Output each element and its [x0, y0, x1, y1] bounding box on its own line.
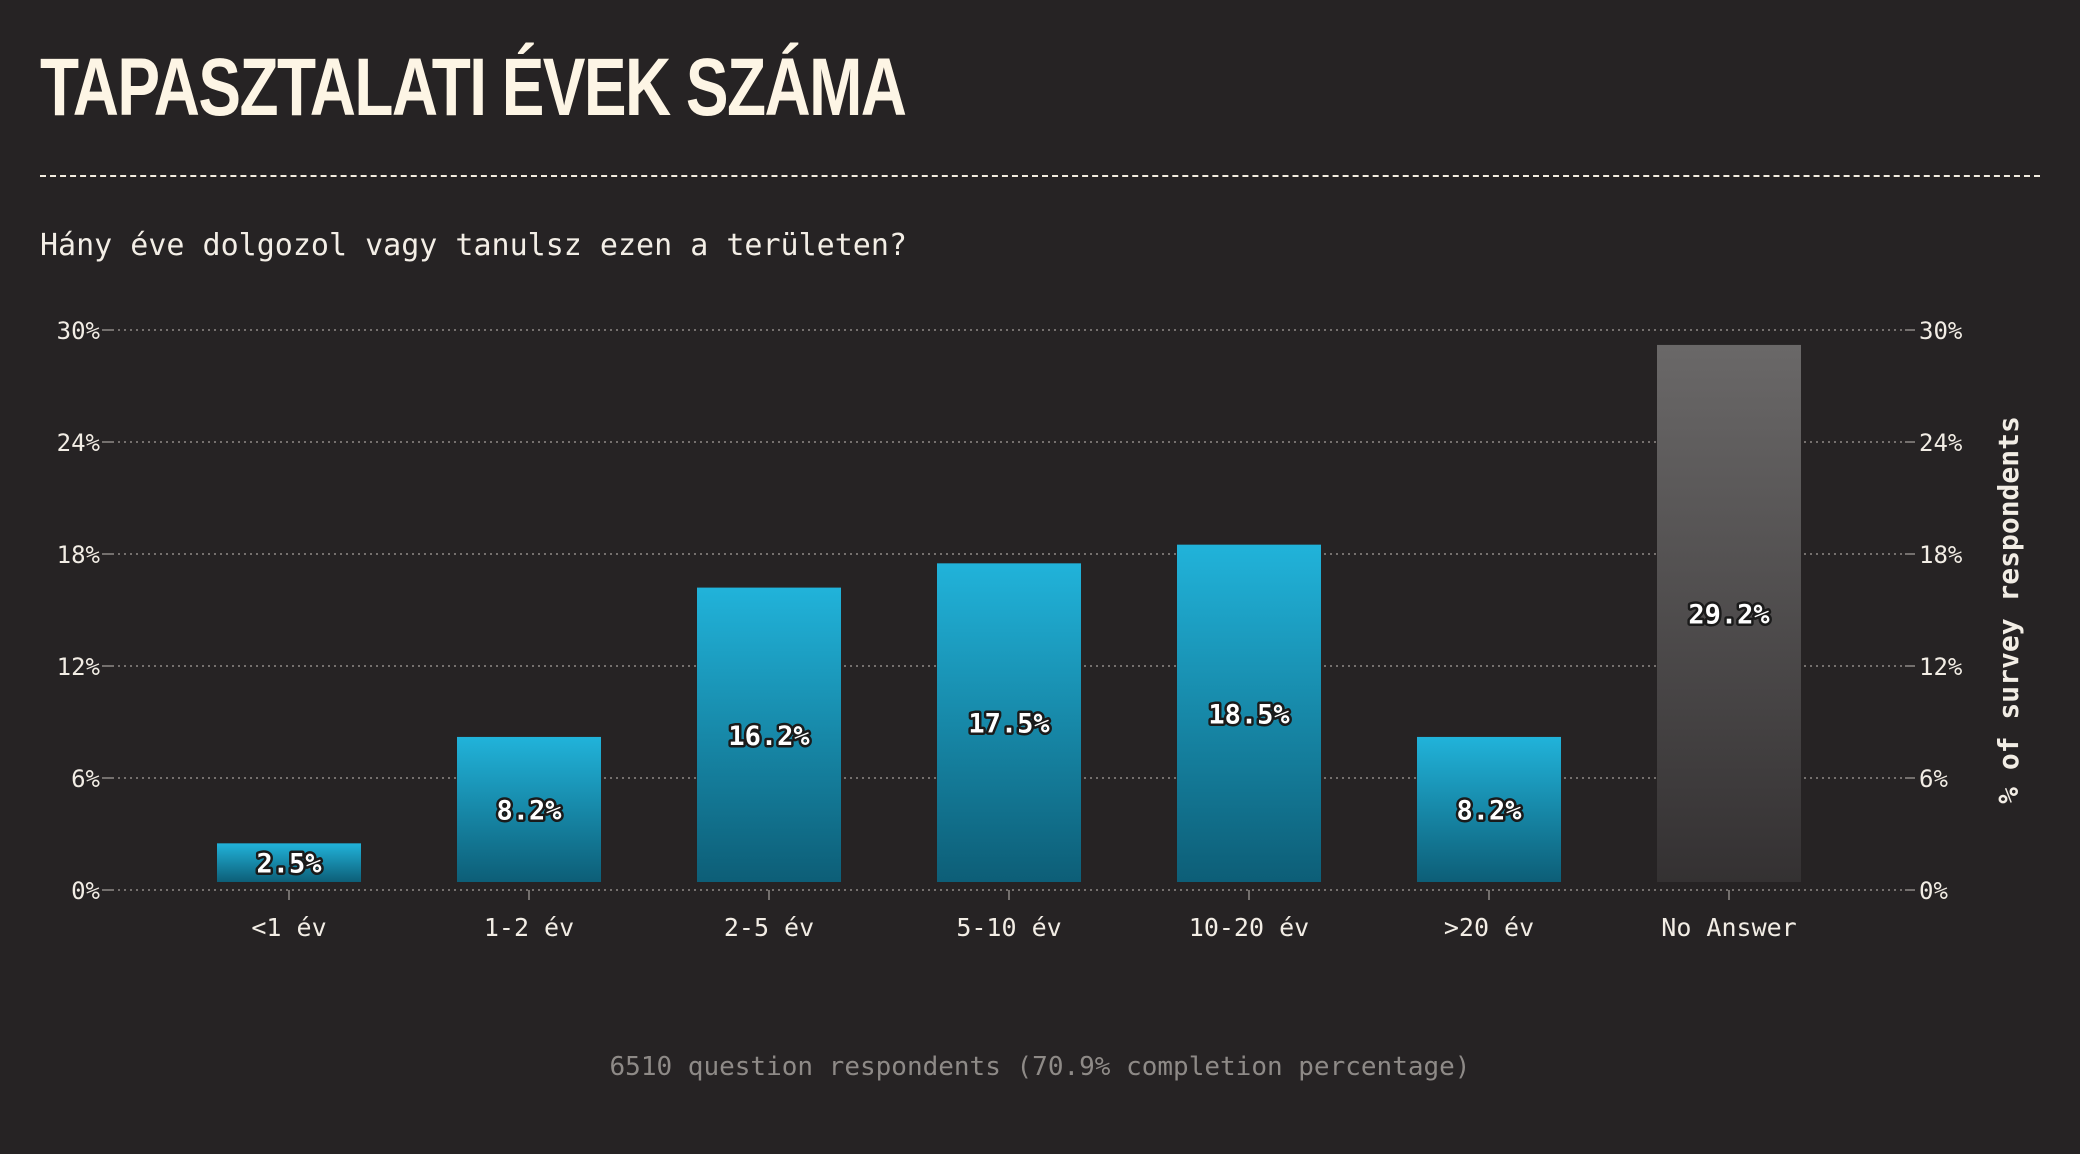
page-title: TAPASZTALATI ÉVEK SZÁMA — [40, 42, 907, 133]
y-tick-label-right: 12% — [1919, 653, 1963, 681]
y-tick-label-right: 30% — [1919, 317, 1963, 345]
bar — [457, 736, 601, 882]
title-divider — [40, 175, 2040, 177]
x-tick-label: 5-10 év — [956, 913, 1061, 942]
bar-value-label: 8.2% — [496, 795, 562, 826]
y-tick-label-left: 18% — [57, 541, 101, 569]
footer-note: 6510 question respondents (70.9% complet… — [609, 1052, 1471, 1082]
y-tick-label-left: 24% — [57, 429, 101, 457]
bar — [697, 587, 841, 882]
x-tick-label: 10-20 év — [1189, 913, 1309, 942]
x-tick-label: <1 év — [251, 913, 326, 942]
value-labels: 2.5% 8.2% 16.2% 17.5% 18.5% 8.2% 29.2% — [254, 597, 1773, 882]
axes: 0% 0% 6% 6% 12% 12% 18% 18% 24% 24% 30% 30% <1 év 1-2… — [57, 317, 1963, 942]
bar-value-label: 2.5% — [256, 849, 322, 880]
y-tick-label-right: 6% — [1919, 765, 1948, 793]
bar-value-label: 8.2% — [1456, 795, 1522, 826]
y-tick-label-right: 24% — [1919, 429, 1963, 457]
x-tick-label: 1-2 év — [484, 913, 574, 942]
bar — [1417, 736, 1561, 882]
bar — [217, 843, 361, 882]
y-tick-label-left: 12% — [57, 653, 101, 681]
x-tick-label: No Answer — [1661, 913, 1796, 942]
y-tick-label-left: 30% — [57, 317, 101, 345]
y-tick-label-left: 0% — [71, 877, 100, 905]
bar-value-label: 18.5% — [1208, 699, 1290, 730]
bars — [217, 344, 1801, 882]
y-tick-label-right: 18% — [1919, 541, 1963, 569]
bar — [937, 563, 1081, 882]
bar-value-label: 17.5% — [968, 709, 1050, 740]
y-axis-title-right: % of survey respondents — [1992, 416, 2025, 804]
bar-no-answer — [1657, 344, 1801, 882]
bar — [1177, 544, 1321, 882]
gridlines — [112, 329, 1905, 891]
x-tick-label: >20 év — [1444, 913, 1534, 942]
y-tick-label-left: 6% — [71, 765, 100, 793]
question-subtitle: Hány éve dolgozol vagy tanulsz ezen a te… — [40, 228, 907, 263]
x-tick-label: 2-5 év — [724, 913, 814, 942]
bar-value-label: 29.2% — [1688, 599, 1770, 630]
bar-value-label: 16.2% — [728, 721, 810, 752]
y-tick-label-right: 0% — [1919, 877, 1948, 905]
